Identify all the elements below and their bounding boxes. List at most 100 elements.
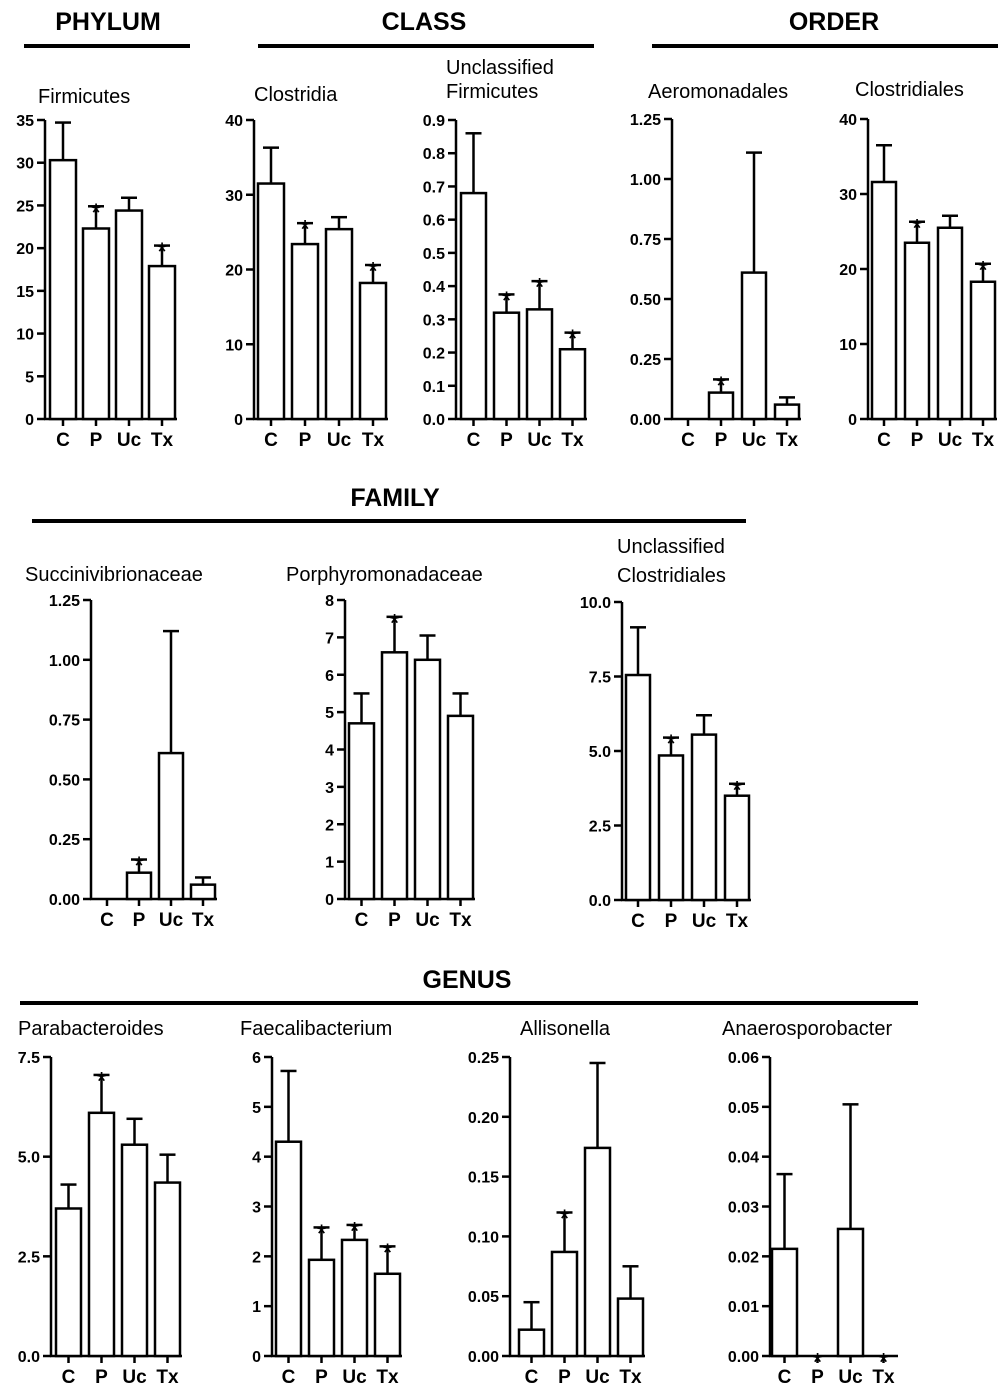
y-tick-label: 1.25 xyxy=(49,593,80,610)
y-tick-label: 5 xyxy=(325,705,334,722)
panel-title-line: Clostridiales xyxy=(617,565,726,587)
bar xyxy=(492,311,521,421)
x-tick-label: C xyxy=(282,1367,296,1388)
y-tick-label: 5 xyxy=(252,1100,261,1117)
y-tick-label: 6 xyxy=(325,668,334,685)
y-tick-label: 3 xyxy=(325,780,334,797)
bar xyxy=(525,308,554,421)
y-tick-label: 0.00 xyxy=(49,892,80,909)
x-tick-label: C xyxy=(62,1367,76,1388)
x-tick-label: P xyxy=(715,430,728,451)
y-tick-label: 4 xyxy=(325,743,334,760)
y-tick-label: 8 xyxy=(325,593,334,610)
panel-title: Porphyromonadaceae xyxy=(286,564,483,586)
y-tick-label: 0.4 xyxy=(423,279,445,296)
y-tick-label: 3 xyxy=(252,1200,261,1217)
significance-star: * xyxy=(382,1237,392,1267)
chart-panel: Parabacteroides 0.0 2.5 5.0 7.5 C * P Uc Tx xyxy=(18,1018,182,1388)
significance-star: * xyxy=(349,1216,359,1246)
x-tick-label: C xyxy=(264,430,278,451)
bar xyxy=(81,227,111,421)
y-tick-label: 7.5 xyxy=(589,670,611,687)
y-tick-label: 40 xyxy=(225,113,243,130)
x-tick-label: Uc xyxy=(585,1367,610,1388)
y-tick-label: 1.25 xyxy=(630,112,661,129)
y-tick-label: 7 xyxy=(325,630,334,647)
y-tick-label: 5 xyxy=(25,369,34,386)
y-tick-label: 0.20 xyxy=(468,1110,499,1127)
bar xyxy=(114,209,144,421)
x-tick-label: Uc xyxy=(938,430,963,451)
y-tick-label: 5.0 xyxy=(589,744,611,761)
section-title-class: CLASS xyxy=(382,8,467,36)
x-tick-label: P xyxy=(133,910,146,931)
significance-star: * xyxy=(316,1218,326,1248)
bar xyxy=(690,733,718,902)
y-tick-label: 0.06 xyxy=(728,1050,759,1067)
y-tick-label: 5.0 xyxy=(18,1150,40,1167)
y-tick-label: 10 xyxy=(16,327,34,344)
chart-panel: Unclassified Firmicutes 0.0 0.1 0.2 0.3 0.4 0.5… xyxy=(423,57,587,451)
y-tick-label: 20 xyxy=(225,263,243,280)
section-genus: GENUS xyxy=(20,966,918,1005)
y-tick-label: 0.05 xyxy=(468,1289,499,1306)
y-tick-label: 15 xyxy=(16,284,34,301)
x-tick-label: Uc xyxy=(692,911,717,932)
y-tick-label: 10 xyxy=(839,337,857,354)
x-tick-label: Uc xyxy=(527,430,552,451)
significance-star: * xyxy=(96,1066,106,1096)
y-tick-label: 0.75 xyxy=(49,713,80,730)
y-tick-label: 2 xyxy=(325,817,334,834)
y-tick-label: 0.25 xyxy=(468,1050,499,1067)
y-tick-label: 6 xyxy=(252,1050,261,1067)
significance-star: * xyxy=(716,370,726,400)
x-tick-label: Tx xyxy=(872,1367,895,1388)
chart-panel: Unclassified Clostridiales 0.0 2.5 5.0 7.5 10.… xyxy=(580,536,751,932)
panel-title: Firmicutes xyxy=(38,86,130,108)
x-tick-label: P xyxy=(665,911,678,932)
bar xyxy=(307,1258,336,1358)
bar xyxy=(903,241,931,421)
significance-star: * xyxy=(157,237,167,267)
x-tick-label: Tx xyxy=(619,1367,642,1388)
y-tick-label: 30 xyxy=(225,188,243,205)
x-tick-label: Tx xyxy=(156,1367,179,1388)
bar xyxy=(723,794,751,902)
bar xyxy=(558,347,587,421)
significance-star: * xyxy=(912,213,922,243)
bar xyxy=(836,1227,865,1358)
x-tick-label: Uc xyxy=(838,1367,863,1388)
y-tick-label: 20 xyxy=(16,241,34,258)
y-tick-label: 0.05 xyxy=(728,1100,759,1117)
x-tick-label: C xyxy=(56,430,70,451)
y-tick-label: 1 xyxy=(325,855,334,872)
significance-star: * xyxy=(134,851,144,881)
bar xyxy=(870,180,898,421)
panel-title: Aeromonadales xyxy=(648,81,788,103)
panel-title: Clostridia xyxy=(254,84,338,106)
x-tick-label: Uc xyxy=(415,910,440,931)
bar xyxy=(773,403,801,421)
panel-title: Unclassified Firmicutes xyxy=(446,57,554,103)
x-tick-label: C xyxy=(681,430,695,451)
chart-panel: Porphyromonadaceae 0 1 2 3 4 5 6 7 8 C * P Uc Tx xyxy=(286,564,483,931)
panel-title: Clostridiales xyxy=(855,79,964,101)
y-tick-label: 40 xyxy=(839,112,857,129)
y-tick-label: 0.00 xyxy=(630,412,661,429)
bar xyxy=(446,714,475,901)
x-tick-label: C xyxy=(631,911,645,932)
significance-star: * xyxy=(501,285,511,315)
panel-title: Anaerosporobacter xyxy=(722,1018,892,1040)
bar xyxy=(373,1272,402,1358)
y-tick-label: 10.0 xyxy=(580,595,611,612)
bar xyxy=(347,722,376,901)
y-tick-label: 0.2 xyxy=(423,346,445,363)
x-tick-label: P xyxy=(95,1367,108,1388)
bar xyxy=(616,1297,645,1358)
y-tick-label: 0.25 xyxy=(630,352,661,369)
y-tick-label: 0.5 xyxy=(423,246,445,263)
x-tick-label: Tx xyxy=(561,430,584,451)
x-tick-label: Tx xyxy=(726,911,749,932)
bar xyxy=(189,883,217,901)
